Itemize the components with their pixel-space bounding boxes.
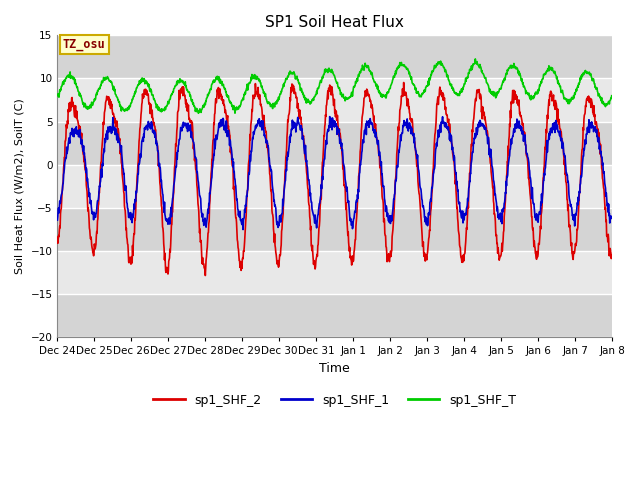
sp1_SHF_1 [163, 218, 171, 224]
sp1_SHF_1 [54, 217, 61, 223]
sp1_SHF_T [54, 91, 61, 97]
sp1_SHF_2 [202, 273, 209, 278]
sp1_SHF_2 [608, 252, 616, 258]
X-axis label: Time: Time [319, 362, 350, 375]
sp1_SHF_2 [54, 235, 61, 240]
sp1_SHF_1 [177, 125, 184, 131]
Line: sp1_SHF_T: sp1_SHF_T [58, 59, 612, 113]
Bar [58, 294, 612, 337]
sp1_SHF_1 [608, 216, 616, 221]
sp1_SHF_T [177, 79, 184, 84]
sp1_SHF_1 [326, 114, 333, 120]
Bar [58, 165, 612, 208]
Bar [58, 121, 612, 165]
sp1_SHF_2 [239, 256, 247, 262]
Title: SP1 Soil Heat Flux: SP1 Soil Heat Flux [266, 15, 404, 30]
sp1_SHF_2 [400, 80, 408, 85]
sp1_SHF_T [608, 93, 616, 98]
Legend: sp1_SHF_2, sp1_SHF_1, sp1_SHF_T: sp1_SHF_2, sp1_SHF_1, sp1_SHF_T [148, 389, 521, 412]
sp1_SHF_T [421, 87, 429, 93]
sp1_SHF_1 [543, 150, 550, 156]
sp1_SHF_2 [163, 268, 171, 274]
sp1_SHF_T [472, 56, 479, 62]
Bar [58, 78, 612, 121]
sp1_SHF_1 [494, 206, 502, 212]
Line: sp1_SHF_2: sp1_SHF_2 [58, 83, 612, 276]
sp1_SHF_T [494, 91, 502, 96]
sp1_SHF_T [543, 68, 550, 74]
Line: sp1_SHF_1: sp1_SHF_1 [58, 117, 612, 229]
sp1_SHF_1 [239, 216, 246, 222]
sp1_SHF_2 [494, 251, 502, 256]
sp1_SHF_1 [421, 219, 429, 225]
sp1_SHF_T [163, 103, 171, 108]
sp1_SHF_1 [239, 227, 247, 232]
Y-axis label: Soil Heat Flux (W/m2), SoilT (C): Soil Heat Flux (W/m2), SoilT (C) [15, 98, 25, 274]
sp1_SHF_2 [421, 258, 429, 264]
Bar [58, 208, 612, 251]
Bar [58, 36, 612, 78]
sp1_SHF_2 [177, 86, 184, 92]
Text: TZ_osu: TZ_osu [63, 38, 106, 51]
sp1_SHF_T [195, 110, 202, 116]
sp1_SHF_2 [543, 130, 550, 136]
sp1_SHF_T [239, 95, 247, 101]
Bar [58, 251, 612, 294]
